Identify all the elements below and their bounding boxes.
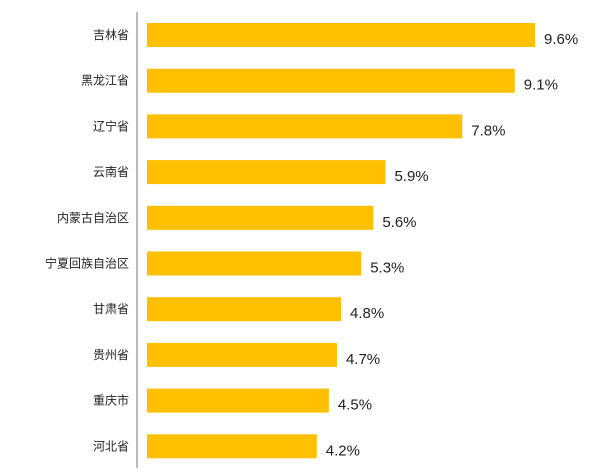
value-label: 9.1% bbox=[524, 77, 558, 94]
value-label: 5.3% bbox=[370, 260, 404, 277]
value-label: 4.7% bbox=[346, 351, 380, 368]
bars-group bbox=[147, 23, 535, 459]
bar-5 bbox=[147, 205, 374, 230]
value-label: 4.2% bbox=[326, 442, 360, 459]
bar-10 bbox=[147, 434, 317, 459]
bar-4 bbox=[147, 160, 386, 185]
category-label: 贵州省 bbox=[93, 348, 129, 362]
category-label: 甘肃省 bbox=[93, 302, 129, 316]
category-label: 吉林省 bbox=[93, 28, 129, 42]
bar-2 bbox=[147, 68, 515, 93]
category-label: 辽宁省 bbox=[93, 118, 129, 133]
value-label: 5.6% bbox=[382, 214, 416, 231]
value-label: 4.5% bbox=[338, 397, 372, 414]
value-label: 9.6% bbox=[544, 31, 578, 48]
bar-9 bbox=[147, 388, 329, 413]
bar-1 bbox=[147, 23, 535, 47]
category-label: 重庆市 bbox=[93, 393, 129, 408]
value-label: 7.8% bbox=[471, 122, 505, 139]
bar-3 bbox=[147, 114, 463, 139]
category-label: 云南省 bbox=[93, 164, 129, 179]
value-labels-group: 9.6% 9.1% 7.8% 5.9% 5.6% 5.3% 4.8% 4.7% 4.5% 4.2% bbox=[326, 31, 578, 459]
category-label: 河北省 bbox=[93, 439, 129, 453]
category-label: 内蒙古自治区 bbox=[57, 210, 129, 225]
bar-8 bbox=[147, 342, 337, 367]
category-label: 黑龙江省 bbox=[81, 74, 129, 88]
bar-7 bbox=[147, 297, 341, 322]
bar-6 bbox=[147, 251, 362, 276]
value-label: 4.8% bbox=[350, 305, 384, 322]
category-label: 宁夏回族自治区 bbox=[45, 256, 129, 271]
value-label: 5.9% bbox=[394, 168, 428, 185]
